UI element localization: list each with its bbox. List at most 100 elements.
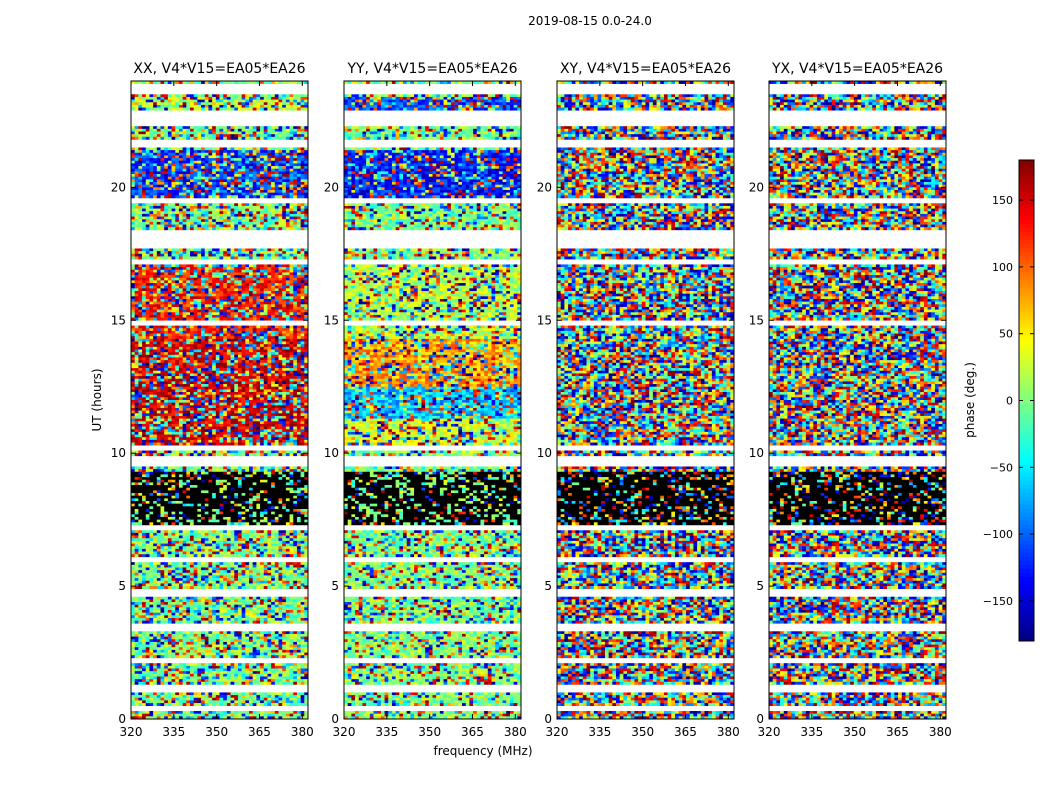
heatmap-cell xyxy=(168,187,172,190)
heatmap-cell xyxy=(234,129,238,132)
heatmap-cell xyxy=(238,195,242,198)
heatmap-cell xyxy=(220,177,224,180)
heatmap-cell xyxy=(301,227,305,230)
heatmap-cell xyxy=(220,206,224,209)
heatmap-cell xyxy=(183,227,187,230)
heatmap-cell xyxy=(290,169,294,172)
heatmap-cell xyxy=(290,126,294,129)
heatmap-cell xyxy=(135,190,139,193)
heatmap-cell xyxy=(131,134,135,137)
heatmap-cell xyxy=(282,150,286,153)
heatmap-cell xyxy=(179,147,183,150)
heatmap-cell xyxy=(223,126,227,129)
heatmap-cell xyxy=(256,126,260,129)
heatmap-cell xyxy=(275,187,279,190)
heatmap-cell xyxy=(301,163,305,166)
heatmap-cell xyxy=(242,169,246,172)
heatmap-cell xyxy=(249,206,253,209)
heatmap-cell xyxy=(146,161,150,164)
heatmap-cell xyxy=(190,171,194,174)
heatmap-cell xyxy=(293,193,297,196)
heatmap-cell xyxy=(264,153,268,156)
heatmap-cell xyxy=(290,227,294,230)
heatmap-cell xyxy=(297,150,301,153)
heatmap-cell xyxy=(238,169,242,172)
heatmap-cell xyxy=(179,158,183,161)
heatmap-cell xyxy=(286,137,290,140)
heatmap-cell xyxy=(267,225,271,228)
heatmap-cell xyxy=(279,169,283,172)
heatmap-cell xyxy=(146,217,150,220)
heatmap-cell xyxy=(208,193,212,196)
heatmap-cell xyxy=(245,134,249,137)
heatmap-cell xyxy=(223,193,227,196)
heatmap-cell xyxy=(227,187,231,190)
heatmap-cell xyxy=(168,203,172,206)
heatmap-cell xyxy=(172,182,176,185)
heatmap-cell xyxy=(297,179,301,182)
heatmap-cell xyxy=(297,163,301,166)
heatmap-cell xyxy=(197,227,201,230)
heatmap-cell xyxy=(149,174,153,177)
heatmap-cell xyxy=(212,147,216,150)
heatmap-cell xyxy=(234,161,238,164)
heatmap-cell xyxy=(183,187,187,190)
heatmap-cell xyxy=(234,174,238,177)
heatmap-cell xyxy=(153,248,157,251)
heatmap-cell xyxy=(231,166,235,169)
heatmap-cell xyxy=(290,134,294,137)
heatmap-cell xyxy=(183,158,187,161)
heatmap-cell xyxy=(264,150,268,153)
heatmap-cell xyxy=(231,150,235,153)
heatmap-cell xyxy=(212,137,216,140)
heatmap-cell xyxy=(220,248,224,251)
heatmap-cell xyxy=(242,193,246,196)
heatmap-cell xyxy=(245,185,249,188)
heatmap-cell xyxy=(172,108,176,111)
heatmap-cell xyxy=(172,158,176,161)
heatmap-cell xyxy=(216,134,220,137)
heatmap-cell xyxy=(271,179,275,182)
heatmap-cell xyxy=(245,219,249,222)
heatmap-cell xyxy=(146,195,150,198)
heatmap-cell xyxy=(275,211,279,214)
heatmap-cell xyxy=(146,187,150,190)
heatmap-cell xyxy=(138,217,142,220)
heatmap-cell xyxy=(238,193,242,196)
heatmap-cell xyxy=(201,211,205,214)
heatmap-cell xyxy=(279,102,283,105)
heatmap-cell xyxy=(197,203,201,206)
heatmap-cell xyxy=(186,150,190,153)
heatmap-cell xyxy=(267,94,271,97)
heatmap-cell xyxy=(271,153,275,156)
heatmap-cell xyxy=(149,126,153,129)
heatmap-cell xyxy=(234,97,238,100)
heatmap-cell xyxy=(260,195,264,198)
heatmap-cell xyxy=(194,94,198,97)
heatmap-cell xyxy=(220,132,224,135)
heatmap-cell xyxy=(297,195,301,198)
heatmap-cell xyxy=(194,214,198,217)
heatmap-cell xyxy=(256,214,260,217)
heatmap-cell xyxy=(190,222,194,225)
heatmap-cell xyxy=(238,132,242,135)
heatmap-cell xyxy=(264,217,268,220)
heatmap-cell xyxy=(175,161,179,164)
heatmap-cell xyxy=(190,206,194,209)
heatmap-cell xyxy=(301,177,305,180)
heatmap-cell xyxy=(186,132,190,135)
heatmap-cell xyxy=(157,206,161,209)
heatmap-cell xyxy=(286,147,290,150)
heatmap-cell xyxy=(238,214,242,217)
heatmap-cell xyxy=(164,206,168,209)
heatmap-cell xyxy=(267,227,271,230)
heatmap-cell xyxy=(168,100,172,103)
heatmap-cell xyxy=(179,166,183,169)
heatmap-cell xyxy=(179,206,183,209)
heatmap-cell xyxy=(205,105,209,108)
heatmap-cell xyxy=(227,147,231,150)
heatmap-cell xyxy=(131,147,135,150)
heatmap-cell xyxy=(223,179,227,182)
heatmap-cell xyxy=(201,187,205,190)
heatmap-cell xyxy=(264,248,268,251)
